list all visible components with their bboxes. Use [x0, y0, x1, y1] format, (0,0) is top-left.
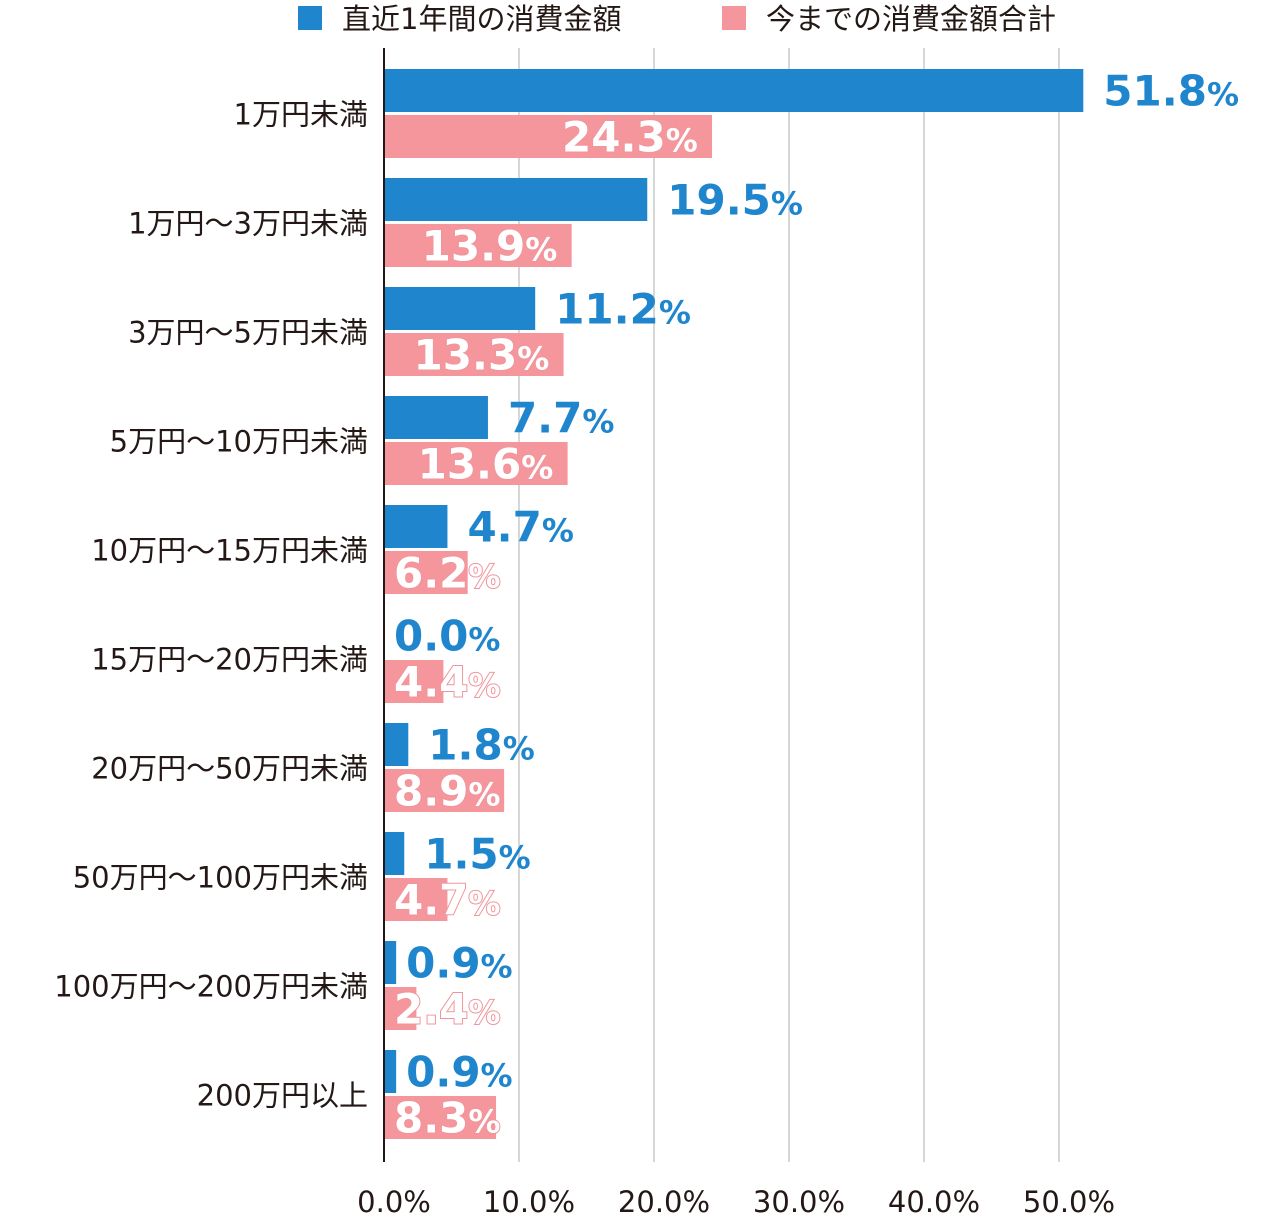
- legend-label-2: 今までの消費金額合計: [766, 2, 1056, 36]
- value-label-s2-9: 8.3%: [394, 1094, 500, 1143]
- bar-s1-9: [384, 1050, 397, 1093]
- value-label-s2-5: 4.4%: [394, 658, 500, 707]
- x-tick-label-1: 10.0%: [483, 1185, 575, 1219]
- bar-s2-2: [384, 333, 564, 376]
- bar-s1-0: [384, 69, 1084, 112]
- value-label-s1-8: 0.9%: [406, 939, 512, 988]
- bar-s1-2: [384, 287, 536, 330]
- category-label-1: 1万円～3万円未満: [128, 207, 368, 241]
- value-label-s1-5: 0.0%: [394, 612, 500, 661]
- category-label-7: 50万円～100万円未満: [73, 861, 368, 895]
- value-label-s1-2: 11.2%: [555, 285, 691, 334]
- bar-s2-5: [384, 660, 444, 703]
- bar-s1-7: [384, 832, 405, 875]
- category-label-9: 200万円以上: [197, 1079, 368, 1113]
- bar-s2-4: [384, 551, 468, 594]
- category-label-8: 100万円～200万円未満: [54, 970, 368, 1004]
- legend-label-1: 直近1年間の消費金額: [342, 2, 621, 36]
- value-label-s2-6: 8.9%: [394, 767, 500, 816]
- category-label-6: 20万円～50万円未満: [91, 752, 368, 786]
- gridlines: [518, 48, 1060, 1162]
- value-label-s1-7: 1.5%: [424, 830, 530, 879]
- x-tick-label-5: 50.0%: [1023, 1185, 1115, 1219]
- value-label-s1-1: 19.5%: [667, 176, 803, 225]
- x-tick-label-2: 20.0%: [618, 1185, 710, 1219]
- x-tick-labels: 0.0% 10.0% 20.0% 30.0% 40.0% 50.0%: [357, 1185, 1115, 1219]
- x-tick-label-4: 40.0%: [888, 1185, 980, 1219]
- category-label-5: 15万円～20万円未満: [91, 643, 368, 677]
- value-label-s2-4: 6.2%: [394, 549, 500, 598]
- legend-swatch-2: [722, 6, 746, 30]
- category-label-4: 10万円～15万円未満: [91, 534, 368, 568]
- x-tick-label-3: 30.0%: [753, 1185, 845, 1219]
- bar-s1-8: [384, 941, 397, 984]
- bar-s1-6: [384, 723, 409, 766]
- bar-s1-3: [384, 396, 488, 439]
- bar-s2-8: [384, 987, 417, 1030]
- bar-s2-7: [384, 878, 448, 921]
- bar-s2-3: [384, 442, 568, 485]
- bars: [384, 69, 1084, 1139]
- category-label-0: 1万円未満: [234, 98, 368, 132]
- x-tick-label-0: 0.0%: [357, 1185, 431, 1219]
- value-label-s1-9: 0.9%: [406, 1048, 512, 1097]
- legend-swatch-1: [298, 6, 322, 30]
- legend: 直近1年間の消費金額 今までの消費金額合計: [298, 2, 1056, 36]
- category-label-2: 3万円～5万円未満: [128, 316, 368, 350]
- bar-s2-6: [384, 769, 505, 812]
- value-label-s1-4: 4.7%: [467, 503, 573, 552]
- bar-s2-9: [384, 1096, 497, 1139]
- value-label-s1-6: 1.8%: [428, 721, 534, 770]
- category-labels: 51.8%24.3%19.5%13.9%11.2%13.3%7.7%13.6%4…: [54, 67, 1239, 1144]
- bar-s1-1: [384, 178, 648, 221]
- bar-s1-4: [384, 505, 448, 548]
- value-label-s1-0: 51.8%: [1103, 67, 1239, 116]
- bar-s2-1: [384, 224, 572, 267]
- value-label-s2-1: 13.9%: [422, 222, 558, 271]
- value-label-s2-7: 4.7%: [394, 876, 500, 925]
- bar-s2-0: [384, 115, 713, 158]
- value-label-s2-8: 2.4%: [394, 985, 500, 1034]
- category-label-3: 5万円～10万円未満: [110, 425, 368, 459]
- value-label-s1-3: 7.7%: [508, 394, 614, 443]
